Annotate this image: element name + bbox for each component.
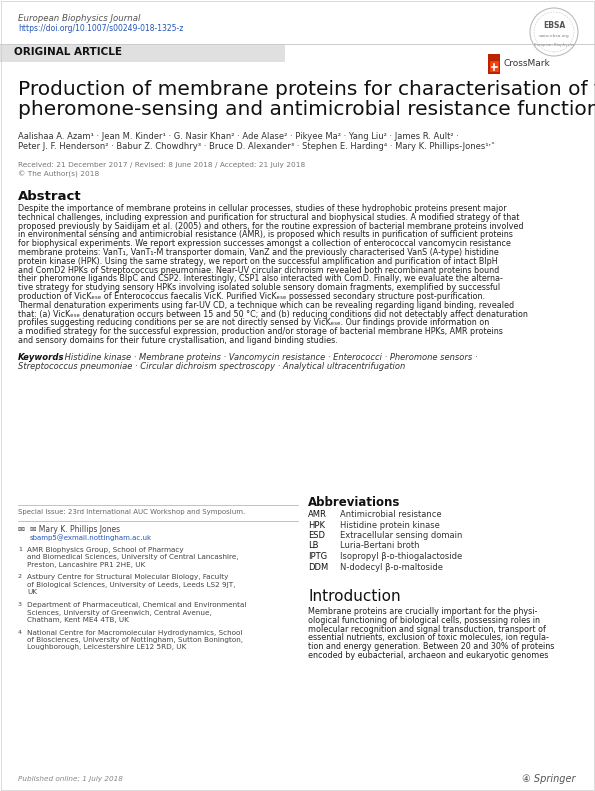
Text: and ComD2 HPKs of Streptococcus pneumoniae. Near-UV circular dichroism revealed : and ComD2 HPKs of Streptococcus pneumoni… (18, 266, 499, 274)
Text: 4: 4 (18, 630, 22, 634)
Text: pheromone-sensing and antimicrobial resistance functions: pheromone-sensing and antimicrobial resi… (18, 100, 595, 119)
Text: AMR Biophysics Group, School of Pharmacy: AMR Biophysics Group, School of Pharmacy (27, 547, 184, 553)
Text: of Biosciences, University of Nottingham, Sutton Bonington,: of Biosciences, University of Nottingham… (27, 637, 243, 643)
Text: © The Author(s) 2018: © The Author(s) 2018 (18, 171, 99, 178)
Text: 3: 3 (18, 602, 22, 607)
Text: Streptococcus pneumoniae · Circular dichroism spectroscopy · Analytical ultracen: Streptococcus pneumoniae · Circular dich… (18, 361, 405, 371)
Text: Isopropyl β-ᴅ-thiogalactoside: Isopropyl β-ᴅ-thiogalactoside (340, 552, 462, 561)
Text: 2: 2 (18, 574, 22, 580)
Text: of Biological Sciences, University of Leeds, Leeds LS2 9JT,: of Biological Sciences, University of Le… (27, 582, 236, 588)
Text: Despite the importance of membrane proteins in cellular processes, studies of th: Despite the importance of membrane prote… (18, 204, 506, 213)
Text: membrane proteins: VanT₁, VanT₁-M transporter domain, VanZ and the previously ch: membrane proteins: VanT₁, VanT₁-M transp… (18, 248, 499, 257)
Text: https://doi.org/10.1007/s00249-018-1325-z: https://doi.org/10.1007/s00249-018-1325-… (18, 24, 183, 33)
Text: Preston, Lancashire PR1 2HE, UK: Preston, Lancashire PR1 2HE, UK (27, 562, 145, 568)
Text: ④ Springer: ④ Springer (521, 774, 575, 784)
Text: essential nutrients, exclusion of toxic molecules, ion regula-: essential nutrients, exclusion of toxic … (308, 634, 549, 642)
Text: for biophysical experiments. We report expression successes amongst a collection: for biophysical experiments. We report e… (18, 239, 511, 248)
Text: 1: 1 (18, 547, 22, 552)
Text: production of VicKₑₛₑ of Enterococcus faecalis VicK. Purified VicKₑₛₑ possessed : production of VicKₑₛₑ of Enterococcus fa… (18, 292, 485, 301)
Text: ORIGINAL ARTICLE: ORIGINAL ARTICLE (14, 47, 122, 57)
Text: Histidine protein kinase: Histidine protein kinase (340, 520, 440, 529)
Text: a modified strategy for the successful expression, production and/or storage of : a modified strategy for the successful e… (18, 327, 503, 336)
Text: Thermal denaturation experiments using far-UV CD, a technique which can be revea: Thermal denaturation experiments using f… (18, 301, 514, 310)
Text: LB: LB (308, 542, 318, 551)
Text: Special Issue: 23rd International AUC Workshop and Symposium.: Special Issue: 23rd International AUC Wo… (18, 509, 245, 515)
Text: Astbury Centre for Structural Molecular Biology, Faculty: Astbury Centre for Structural Molecular … (27, 574, 228, 581)
Text: Introduction: Introduction (308, 589, 400, 604)
Text: and Biomedical Sciences, University of Central Lancashire,: and Biomedical Sciences, University of C… (27, 554, 239, 561)
Text: Loughborough, Leicestershire LE12 5RD, UK: Loughborough, Leicestershire LE12 5RD, U… (27, 645, 186, 650)
Text: technical challenges, including expression and purification for structural and b: technical challenges, including expressi… (18, 213, 519, 221)
Text: in environmental sensing and antimicrobial resistance (AMR), is proposed which r: in environmental sensing and antimicrobi… (18, 230, 513, 240)
Text: IPTG: IPTG (308, 552, 327, 561)
Text: Luria-Bertani broth: Luria-Bertani broth (340, 542, 419, 551)
Text: www.ebsa.org: www.ebsa.org (538, 34, 569, 38)
Text: encoded by eubacterial, archaeon and eukaryotic genomes: encoded by eubacterial, archaeon and euk… (308, 651, 549, 660)
Text: ESD: ESD (308, 531, 325, 540)
Text: Histidine kinase · Membrane proteins · Vancomycin resistance · Enterococci · Phe: Histidine kinase · Membrane proteins · V… (62, 353, 478, 361)
Text: UK: UK (27, 589, 37, 596)
Text: and sensory domains for their future crystallisation, and ligand binding studies: and sensory domains for their future cry… (18, 336, 338, 345)
Text: profiles suggesting reducing conditions per se are not directly sensed by VicKₑₛ: profiles suggesting reducing conditions … (18, 319, 489, 327)
Text: molecular recognition and signal transduction, transport of: molecular recognition and signal transdu… (308, 625, 546, 634)
Text: HPK: HPK (308, 520, 325, 529)
Text: Peter J. F. Henderson² · Babur Z. Chowdhry³ · Bruce D. Alexander³ · Stephen E. H: Peter J. F. Henderson² · Babur Z. Chowdh… (18, 142, 495, 151)
Text: Department of Pharmaceutical, Chemical and Environmental: Department of Pharmaceutical, Chemical a… (27, 602, 246, 608)
Text: Sciences, University of Greenwich, Central Avenue,: Sciences, University of Greenwich, Centr… (27, 610, 212, 615)
Text: ✉: ✉ (18, 525, 25, 534)
Text: Keywords: Keywords (18, 353, 64, 361)
Text: proposed previously by Saidijam et al. (2005) and others, for the routine expres: proposed previously by Saidijam et al. (… (18, 221, 524, 231)
Text: Abstract: Abstract (18, 190, 82, 203)
Text: DDM: DDM (308, 562, 328, 572)
Text: N-dodecyl β-ᴅ-maltoside: N-dodecyl β-ᴅ-maltoside (340, 562, 443, 572)
Text: that: (a) VicKₑₛₑ denaturation occurs between 15 and 50 °C; and (b) reducing con: that: (a) VicKₑₛₑ denaturation occurs be… (18, 309, 528, 319)
Text: Chatham, Kent ME4 4TB, UK: Chatham, Kent ME4 4TB, UK (27, 617, 129, 623)
Text: ✉ Mary K. Phillips Jones: ✉ Mary K. Phillips Jones (30, 525, 120, 534)
Text: tive strategy for studying sensory HPKs involving isolated soluble sensory domai: tive strategy for studying sensory HPKs … (18, 283, 500, 292)
Text: CrossMark: CrossMark (503, 59, 550, 69)
Text: Aalishaa A. Azam¹ · Jean M. Kinder¹ · G. Nasir Khan² · Ade Alase² · Pikyee Ma² ·: Aalishaa A. Azam¹ · Jean M. Kinder¹ · G.… (18, 132, 459, 141)
Text: European Biophysics: European Biophysics (534, 43, 574, 47)
Text: European Biophysics Journal: European Biophysics Journal (18, 14, 140, 23)
Text: AMR: AMR (308, 510, 327, 519)
Text: Extracellular sensing domain: Extracellular sensing domain (340, 531, 462, 540)
Text: ological functioning of biological cells, possessing roles in: ological functioning of biological cells… (308, 616, 540, 625)
Bar (488, 54, 500, 74)
Text: Antimicrobial resistance: Antimicrobial resistance (340, 510, 441, 519)
Bar (490, 61, 499, 72)
Text: their pheromone ligands BlpC and CSP2. Interestingly, CSP1 also interacted with : their pheromone ligands BlpC and CSP2. I… (18, 274, 503, 283)
Text: Production of membrane proteins for characterisation of their: Production of membrane proteins for char… (18, 80, 595, 99)
Text: EBSA: EBSA (543, 21, 565, 31)
Bar (0, 44, 285, 62)
Text: Membrane proteins are crucially important for the physi-: Membrane proteins are crucially importan… (308, 607, 537, 616)
Text: protein kinase (HPK). Using the same strategy, we report on the successful ampli: protein kinase (HPK). Using the same str… (18, 257, 497, 266)
Text: sbamp5@exmail.nottingham.ac.uk: sbamp5@exmail.nottingham.ac.uk (30, 534, 152, 541)
Text: Abbreviations: Abbreviations (308, 496, 400, 509)
Text: Received: 21 December 2017 / Revised: 8 June 2018 / Accepted: 21 July 2018: Received: 21 December 2017 / Revised: 8 … (18, 162, 305, 168)
Text: Published online: 1 July 2018: Published online: 1 July 2018 (18, 776, 123, 782)
Text: tion and energy generation. Between 20 and 30% of proteins: tion and energy generation. Between 20 a… (308, 642, 555, 651)
Text: National Centre for Macromolecular Hydrodynamics, School: National Centre for Macromolecular Hydro… (27, 630, 242, 635)
